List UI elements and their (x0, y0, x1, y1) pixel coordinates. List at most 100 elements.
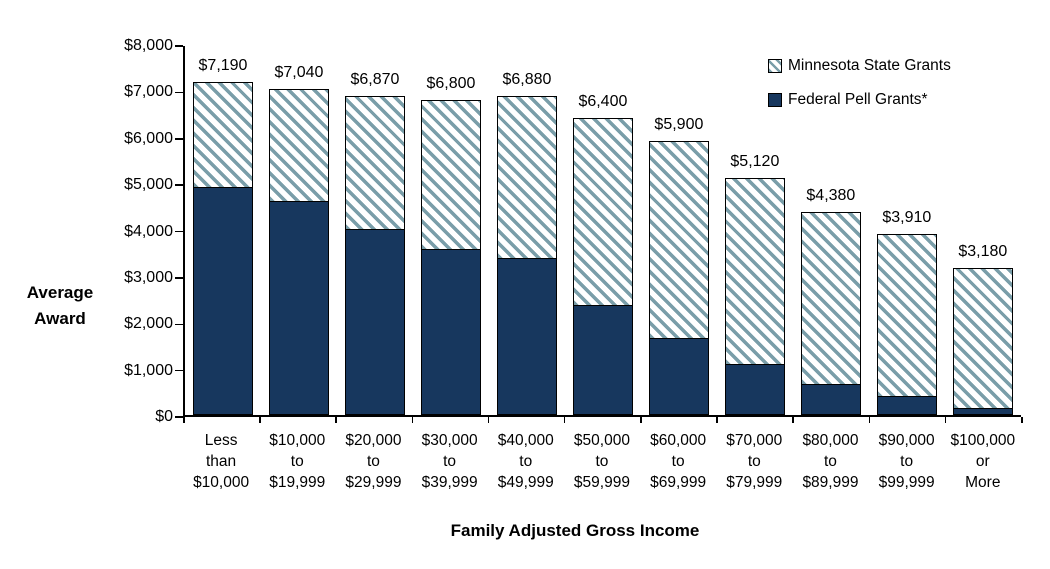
x-category-label-line: $60,000 (650, 432, 707, 449)
x-category-label-line: $100,000 (950, 432, 1016, 449)
legend-label: Minnesota State Grants (788, 57, 951, 74)
y-tick-label: $3,000 (124, 268, 173, 286)
x-category-label: $30,000 to $39,999 (412, 430, 488, 493)
x-category-label-line: $39,999 (421, 474, 478, 491)
x-category-label: $70,000 to $79,999 (716, 430, 792, 493)
x-category-label: $90,000 to $99,999 (869, 430, 945, 493)
x-axis-title: Family Adjusted Gross Income (450, 521, 700, 540)
x-category-label: $100,000 or More (945, 430, 1021, 493)
x-category-label-line: Less (204, 432, 238, 449)
x-category-label-line: $49,999 (497, 474, 554, 491)
minnesota-state-grant-segment (269, 89, 328, 201)
solid-swatch-icon (768, 93, 782, 107)
x-tick-mark (183, 417, 185, 423)
y-axis-title: Average Award (10, 280, 110, 332)
x-category-label-line: to (366, 453, 380, 470)
stacked-bar (952, 267, 1013, 415)
federal-pell-grant-segment (877, 396, 936, 414)
bar-slot: $6,880 (489, 46, 565, 415)
bar-total-label: $6,400 (578, 93, 628, 111)
minnesota-state-grant-segment (953, 268, 1012, 408)
x-tick-mark (335, 417, 337, 423)
federal-pell-grant-segment (193, 187, 252, 414)
x-tick-mark (716, 417, 718, 423)
x-tick-mark (1021, 417, 1023, 423)
bar-total-label: $6,870 (350, 71, 400, 89)
bar-slot: $7,040 (261, 46, 337, 415)
x-category-label-line: to (595, 453, 609, 470)
hatched-swatch-icon (768, 59, 782, 73)
federal-pell-grant-segment (573, 304, 632, 414)
minnesota-state-grant-segment (193, 82, 252, 188)
legend-entry: Federal Pell Grants* (768, 91, 928, 109)
federal-pell-grant-segment (953, 407, 1012, 414)
stacked-bar (192, 81, 253, 415)
x-category-label-line: $90,000 (878, 432, 935, 449)
bar-total-label: $5,120 (730, 152, 780, 170)
y-tick-mark (175, 91, 183, 94)
x-category-label: $50,000 to $59,999 (564, 430, 640, 493)
y-axis-title-line2: Award (34, 309, 86, 328)
y-tick-mark (175, 277, 183, 279)
x-category-label-line: to (823, 453, 837, 470)
stacked-bar (648, 141, 709, 415)
bar-total-label: $7,040 (274, 63, 324, 81)
y-tick-label: $5,000 (124, 176, 173, 194)
x-category-label-line: $79,999 (726, 474, 783, 491)
x-category-label-line: $70,000 (726, 432, 783, 449)
x-category-label: $80,000 to $89,999 (792, 430, 868, 493)
x-category-label-line: to (671, 453, 685, 470)
x-category-label-line: $59,999 (573, 474, 630, 491)
bar-total-label: $4,380 (806, 186, 856, 204)
x-category-label-line: $50,000 (573, 432, 630, 449)
stacked-bar (572, 118, 633, 415)
federal-pell-grant-segment (649, 337, 708, 414)
stacked-bar (724, 177, 785, 415)
bar-total-label: $7,190 (198, 56, 248, 74)
y-axis-title-line1: Average (26, 283, 94, 302)
x-tick-mark (792, 417, 794, 423)
x-tick-mark (640, 417, 642, 423)
legend-label: Federal Pell Grants* (788, 91, 928, 108)
y-tick-mark (175, 369, 183, 372)
stacked-bar (344, 96, 405, 415)
bar-total-label: $3,180 (958, 242, 1008, 260)
y-tick-mark (175, 230, 183, 233)
y-tick-label: $4,000 (124, 222, 173, 240)
x-category-label-line: to (443, 453, 457, 470)
x-category-label-line: or (975, 453, 990, 470)
x-category-label-line: $20,000 (345, 432, 402, 449)
x-category-label: $60,000 to $69,999 (640, 430, 716, 493)
y-tick-mark (175, 45, 183, 47)
federal-pell-grant-segment (345, 228, 404, 414)
bar-total-label: $6,800 (426, 74, 476, 92)
federal-pell-grant-segment (497, 257, 556, 414)
minnesota-state-grant-segment (801, 212, 860, 384)
x-category-label-line: to (747, 453, 761, 470)
y-tick-label: $6,000 (124, 129, 173, 147)
plot-area: $7,190 $7,040 $6,870 $6,800 $6,880 $6,400 $5,9… (183, 46, 1021, 417)
x-category-label-line: $69,999 (650, 474, 707, 491)
federal-pell-grant-segment (269, 200, 328, 414)
minnesota-state-grant-segment (649, 142, 708, 338)
x-category-label-line: More (965, 474, 1001, 491)
x-category-label-line: $29,999 (345, 474, 402, 491)
bar-slot: $5,120 (717, 46, 793, 415)
x-category-label: $40,000 to $49,999 (488, 430, 564, 493)
x-category-label-line: $40,000 (497, 432, 554, 449)
x-category-label-line: $99,999 (878, 474, 935, 491)
bar-total-label: $5,900 (654, 116, 704, 134)
y-tick-label: $7,000 (124, 83, 173, 101)
minnesota-state-grant-segment (421, 100, 480, 249)
federal-pell-grant-segment (801, 383, 860, 414)
bar-slot: $3,180 (945, 46, 1021, 415)
minnesota-state-grant-segment (725, 178, 784, 364)
stacked-bar (876, 233, 937, 415)
legend-entry: Minnesota State Grants (768, 57, 951, 75)
x-category-label-line: to (290, 453, 304, 470)
bar-slot: $5,900 (641, 46, 717, 415)
x-category-label: $20,000 to $29,999 (335, 430, 411, 493)
x-tick-mark (259, 417, 261, 423)
x-category-label-line: than (206, 453, 237, 470)
